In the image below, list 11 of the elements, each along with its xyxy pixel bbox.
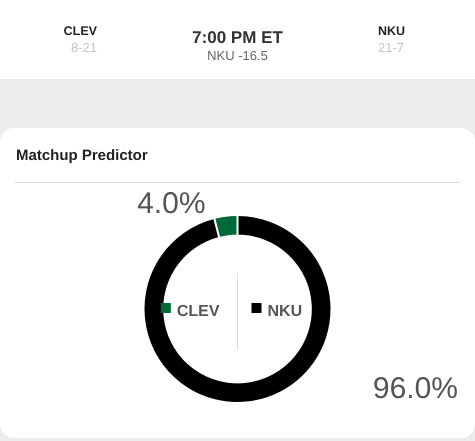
text: NKU -16.5 [207,48,268,63]
text: 8-21 [70,40,97,55]
text: NKU [378,24,406,38]
text: 7:00 PM ET [192,28,283,47]
legend-label: NKU [268,303,302,320]
text: 21-7 [378,40,404,55]
data-label: 96.0% [372,372,458,405]
legend-label: CLEV [176,303,220,320]
data-label: 4.0% [137,187,206,220]
chart-title: Matchup Predictor [16,147,148,164]
text: CLEV [64,24,97,38]
